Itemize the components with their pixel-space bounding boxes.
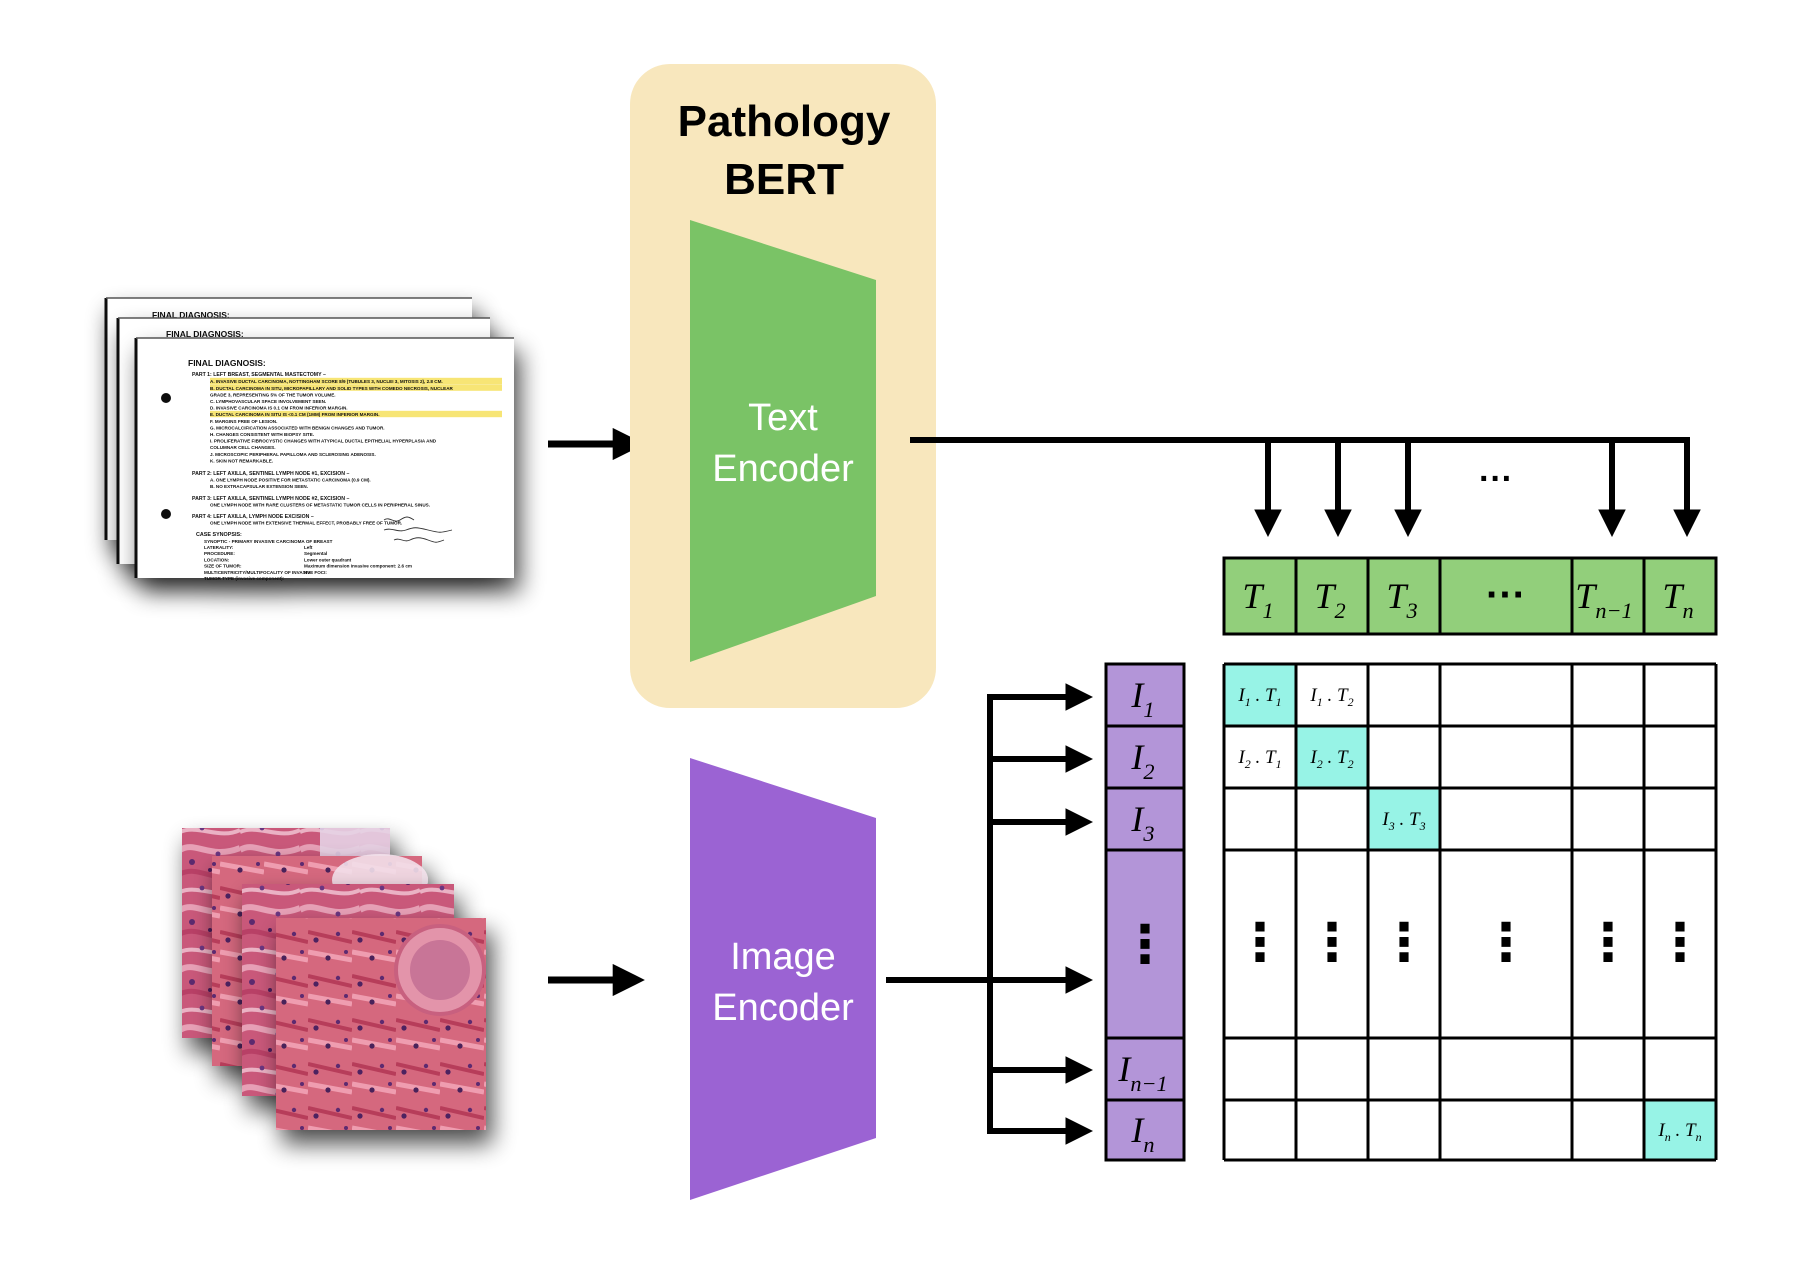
report-line: COLUMNAR CELL CHANGES. bbox=[210, 445, 276, 450]
report-line: F. MARGINS FREE OF LESION. bbox=[210, 419, 277, 424]
text-token-cell bbox=[1570, 556, 1646, 636]
report-line: H. CHANGES CONSISTENT WITH BIOPSY SITE. bbox=[210, 432, 314, 437]
text-token-label: T3 bbox=[1386, 576, 1417, 623]
report-line: A. ONE LYMPH NODE POSITIVE FOR METASTATI… bbox=[210, 478, 371, 483]
text-embedding-bus: ··· bbox=[910, 437, 1701, 538]
report-section-heading: PART 4: LEFT AXILLA, LYMPH NODE EXCISION… bbox=[192, 514, 314, 520]
report-synopsis-value: No bbox=[304, 570, 310, 575]
pathology-bert-title-line2: BERT bbox=[724, 155, 844, 204]
report-middle-heading: FINAL DIAGNOSIS: bbox=[166, 329, 244, 339]
report-synopsis-line: LOCATION: bbox=[204, 557, 230, 562]
matrix-dot-product: I2 . T1 bbox=[1237, 747, 1281, 771]
matrix-dot-product: In . Tn bbox=[1657, 1120, 1701, 1144]
report-back-heading: FINAL DIAGNOSIS: bbox=[152, 310, 230, 320]
text-token-label: Tn bbox=[1662, 576, 1693, 623]
matrix-dot-product: I3 . T3 bbox=[1381, 809, 1425, 833]
histology-duct-center bbox=[410, 940, 470, 1000]
matrix-ellipsis: ⋮ bbox=[1306, 914, 1358, 972]
report-line: I. PROLIFERATIVE FIBROCYSTIC CHANGES WIT… bbox=[210, 439, 437, 444]
report-synopsis-line: SYNOPTIC - PRIMARY INVASIVE CARCINOMA OF… bbox=[204, 539, 333, 544]
matrix-ellipsis: ⋮ bbox=[1654, 914, 1706, 972]
report-highlight bbox=[210, 377, 502, 385]
report-punch-hole bbox=[161, 393, 171, 403]
report-highlight bbox=[210, 384, 502, 391]
image-encoder-trapezoid bbox=[690, 758, 876, 1200]
report-line: G. MICROCALCIFICATION ASSOCIATED WITH BE… bbox=[210, 425, 385, 430]
report-punch-hole bbox=[161, 509, 171, 519]
text-token-row: T1 T2 T3 ··· Tn−1 Tn bbox=[1222, 556, 1718, 636]
report-synopsis-value: Lower outer quadrant bbox=[304, 557, 352, 562]
matrix-diagonal-cell bbox=[1224, 664, 1296, 726]
image-token-cell bbox=[1104, 1098, 1186, 1162]
report-part-1: PART 1: LEFT BREAST, SEGMENTAL MASTECTOM… bbox=[192, 372, 326, 378]
image-encoder-label-line2: Encoder bbox=[712, 987, 854, 1029]
matrix-diagonal-cell bbox=[1644, 1100, 1716, 1160]
text-token-cell bbox=[1294, 556, 1370, 636]
image-token-label: I1 bbox=[1130, 675, 1154, 722]
report-line: J. MICROSCOPIC PERIPHERAL PAPILLOMA AND … bbox=[210, 452, 376, 457]
report-synopsis-line: PROCEDURE: bbox=[204, 551, 235, 556]
matrix-ellipsis: ⋮ bbox=[1234, 914, 1286, 972]
pathology-report-stack: FINAL DIAGNOSIS: FINAL DIAGNOSIS: PART 1… bbox=[104, 297, 514, 581]
report-synopsis-line: SIZE OF TUMOR: bbox=[204, 564, 242, 569]
report-line: K. SKIN NOT REMARKABLE. bbox=[210, 458, 273, 463]
text-token-label: Tn−1 bbox=[1575, 576, 1632, 623]
report-line: GRADE 3, REPRESENTING 5% OF THE TUMOR VO… bbox=[210, 392, 336, 397]
report-section-heading: PART 2: LEFT AXILLA, SENTINEL LYMPH NODE… bbox=[192, 471, 349, 477]
text-encoder-trapezoid bbox=[690, 220, 876, 662]
image-token-column: I1 I2 I3 ⋮ In−1 In bbox=[1104, 662, 1186, 1162]
text-encoder-label-line1: Text bbox=[748, 397, 818, 439]
text-token-cell bbox=[1366, 556, 1442, 636]
report-line: B. NO EXTRACAPSULAR EXTENSION SEEN. bbox=[210, 484, 308, 489]
text-token-cell bbox=[1642, 556, 1718, 636]
matrix-ellipsis: ⋮ bbox=[1582, 914, 1634, 972]
text-token-ellipsis: ··· bbox=[1486, 573, 1526, 617]
text-token-cell bbox=[1438, 556, 1574, 636]
report-line: ONE LYMPH NODE WITH RARE CLUSTERS OF MET… bbox=[210, 502, 430, 507]
report-synopsis-heading: CASE SYNOPSIS: bbox=[196, 532, 242, 538]
report-front-text: FINAL DIAGNOSIS: PART 1: LEFT BREAST, SEG… bbox=[188, 358, 502, 581]
matrix-dot-product: I2 . T2 bbox=[1309, 747, 1353, 771]
text-encoder-label-line2: Encoder bbox=[712, 448, 854, 490]
matrix-ellipsis: ⋮ bbox=[1378, 914, 1430, 972]
matrix-diagonal-cell bbox=[1368, 788, 1440, 850]
matrix-dot-product: I1 . T1 bbox=[1237, 685, 1281, 709]
matrix-ellipsis: ⋮ bbox=[1480, 914, 1532, 972]
pathology-bert-title-line1: Pathology bbox=[678, 97, 891, 146]
report-synopsis-line: TUMOR TYPE (invasive component): bbox=[204, 576, 285, 581]
matrix-dot-product: I1 . T2 bbox=[1309, 685, 1353, 709]
image-token-label: In bbox=[1130, 1110, 1154, 1157]
report-synopsis-value: Left bbox=[304, 545, 313, 550]
report-section-heading: PART 3: LEFT AXILLA, SENTINEL LYMPH NODE… bbox=[192, 496, 349, 502]
text-token-label: T1 bbox=[1242, 576, 1273, 623]
image-token-cell bbox=[1104, 662, 1186, 728]
matrix-diagonal-cell bbox=[1296, 726, 1368, 788]
image-token-label: I2 bbox=[1130, 737, 1154, 784]
report-synopsis-value: Segmental bbox=[304, 551, 327, 556]
report-line: A. INVASIVE DUCTAL CARCINOMA, NOTTINGHAM… bbox=[210, 379, 443, 384]
report-handwriting bbox=[383, 516, 453, 543]
image-encoder-label-line1: Image bbox=[730, 936, 836, 978]
report-synopsis-line: LATERALITY: bbox=[204, 545, 234, 550]
report-line: C. LYMPHOVASCULAR SPACE INVOLVEMENT SEEN… bbox=[210, 399, 326, 404]
report-synopsis-line: MULTICENTRICITY/MULTIFOCALITY OF INVASIV… bbox=[204, 570, 327, 575]
report-heading: FINAL DIAGNOSIS: bbox=[188, 358, 266, 368]
image-embedding-bus bbox=[886, 683, 1094, 1145]
report-line: ONE LYMPH NODE WITH EXTENSIVE THERMAL EF… bbox=[210, 521, 402, 526]
report-line: D. INVASIVE CARCINOMA IS 0.1 CM FROM INF… bbox=[210, 406, 348, 411]
similarity-matrix: I1 . T1 I1 . T2 I2 . T1 I2 . T2 I3 . T3 In . … bbox=[1222, 662, 1718, 1162]
image-token-label: In−1 bbox=[1117, 1049, 1167, 1096]
text-token-label: T2 bbox=[1314, 576, 1345, 623]
text-bus-ellipsis: ··· bbox=[1479, 460, 1513, 498]
report-line: B. DUCTAL CARCINOMA IN SITU, MICROPAPILL… bbox=[210, 386, 454, 391]
report-highlight bbox=[210, 410, 502, 418]
histology-image-stack bbox=[182, 828, 486, 1130]
image-token-ellipsis: ⋮ bbox=[1119, 916, 1171, 974]
image-token-cell bbox=[1104, 848, 1186, 1040]
report-synopsis-value: Maximum dimension invasive component: 2.… bbox=[304, 564, 412, 569]
image-token-label: I3 bbox=[1130, 799, 1154, 846]
report-line: E. DUCTAL CARCINOMA IN SITU IS <0.1 CM (… bbox=[210, 412, 380, 417]
